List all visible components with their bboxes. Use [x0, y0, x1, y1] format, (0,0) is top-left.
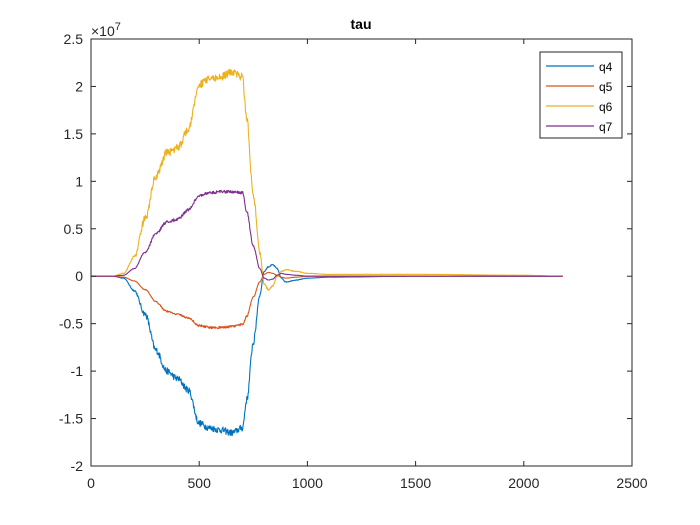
y-tick-label: -0.5 [59, 316, 83, 332]
legend-label-q7: q7 [599, 120, 613, 134]
y-exponent-power: 7 [115, 21, 121, 33]
y-exponent-label: ×107 [91, 21, 121, 39]
legend-label-q4: q4 [599, 60, 613, 74]
series-line-q7 [90, 189, 563, 281]
x-tick-label: 0 [87, 475, 95, 491]
y-tick-label: 2.5 [64, 31, 84, 47]
y-tick-label: 0 [75, 268, 83, 284]
x-tick-label: 2000 [508, 475, 539, 491]
series-layer [90, 68, 563, 437]
x-axis: 0 500 1000 1500 2000 2500 [87, 39, 648, 491]
chart-title: tau [351, 16, 372, 32]
legend-label-q6: q6 [599, 100, 613, 114]
y-tick-label: 1.5 [64, 126, 84, 142]
y-tick-label: -1 [71, 363, 84, 379]
axes-box [90, 38, 633, 467]
y-tick-label: 2 [75, 78, 83, 94]
x-tick-label: 1500 [400, 475, 431, 491]
y-axis: -2 -1.5 -1 -0.5 0 0.5 1 1.5 2 2.5 [59, 31, 632, 474]
y-tick-label: 0.5 [64, 221, 84, 237]
y-tick-label: -1.5 [59, 411, 83, 427]
y-tick-label: 1 [75, 173, 83, 189]
x-tick-label: 2500 [616, 475, 647, 491]
x-tick-label: 1000 [292, 475, 323, 491]
legend: q4 q5 q6 q7 [539, 51, 623, 139]
legend-label-q5: q5 [599, 80, 613, 94]
y-tick-label: -2 [71, 458, 84, 474]
y-exponent-base: ×10 [91, 23, 115, 39]
x-tick-label: 500 [188, 475, 212, 491]
series-line-q6 [90, 68, 563, 291]
